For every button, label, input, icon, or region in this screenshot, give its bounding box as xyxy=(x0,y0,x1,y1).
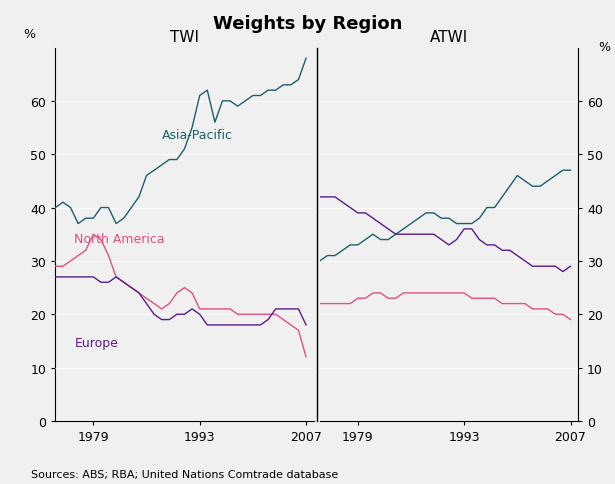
Text: TWI: TWI xyxy=(170,30,199,45)
Text: Sources: ABS; RBA; United Nations Comtrade database: Sources: ABS; RBA; United Nations Comtra… xyxy=(31,469,338,479)
Y-axis label: %: % xyxy=(23,28,36,41)
Text: Europe: Europe xyxy=(74,336,118,349)
Text: North America: North America xyxy=(74,233,165,246)
Text: ATWI: ATWI xyxy=(430,30,468,45)
Text: Asia-Pacific: Asia-Pacific xyxy=(162,129,232,142)
Y-axis label: %: % xyxy=(598,41,610,54)
Text: Weights by Region: Weights by Region xyxy=(213,15,402,32)
